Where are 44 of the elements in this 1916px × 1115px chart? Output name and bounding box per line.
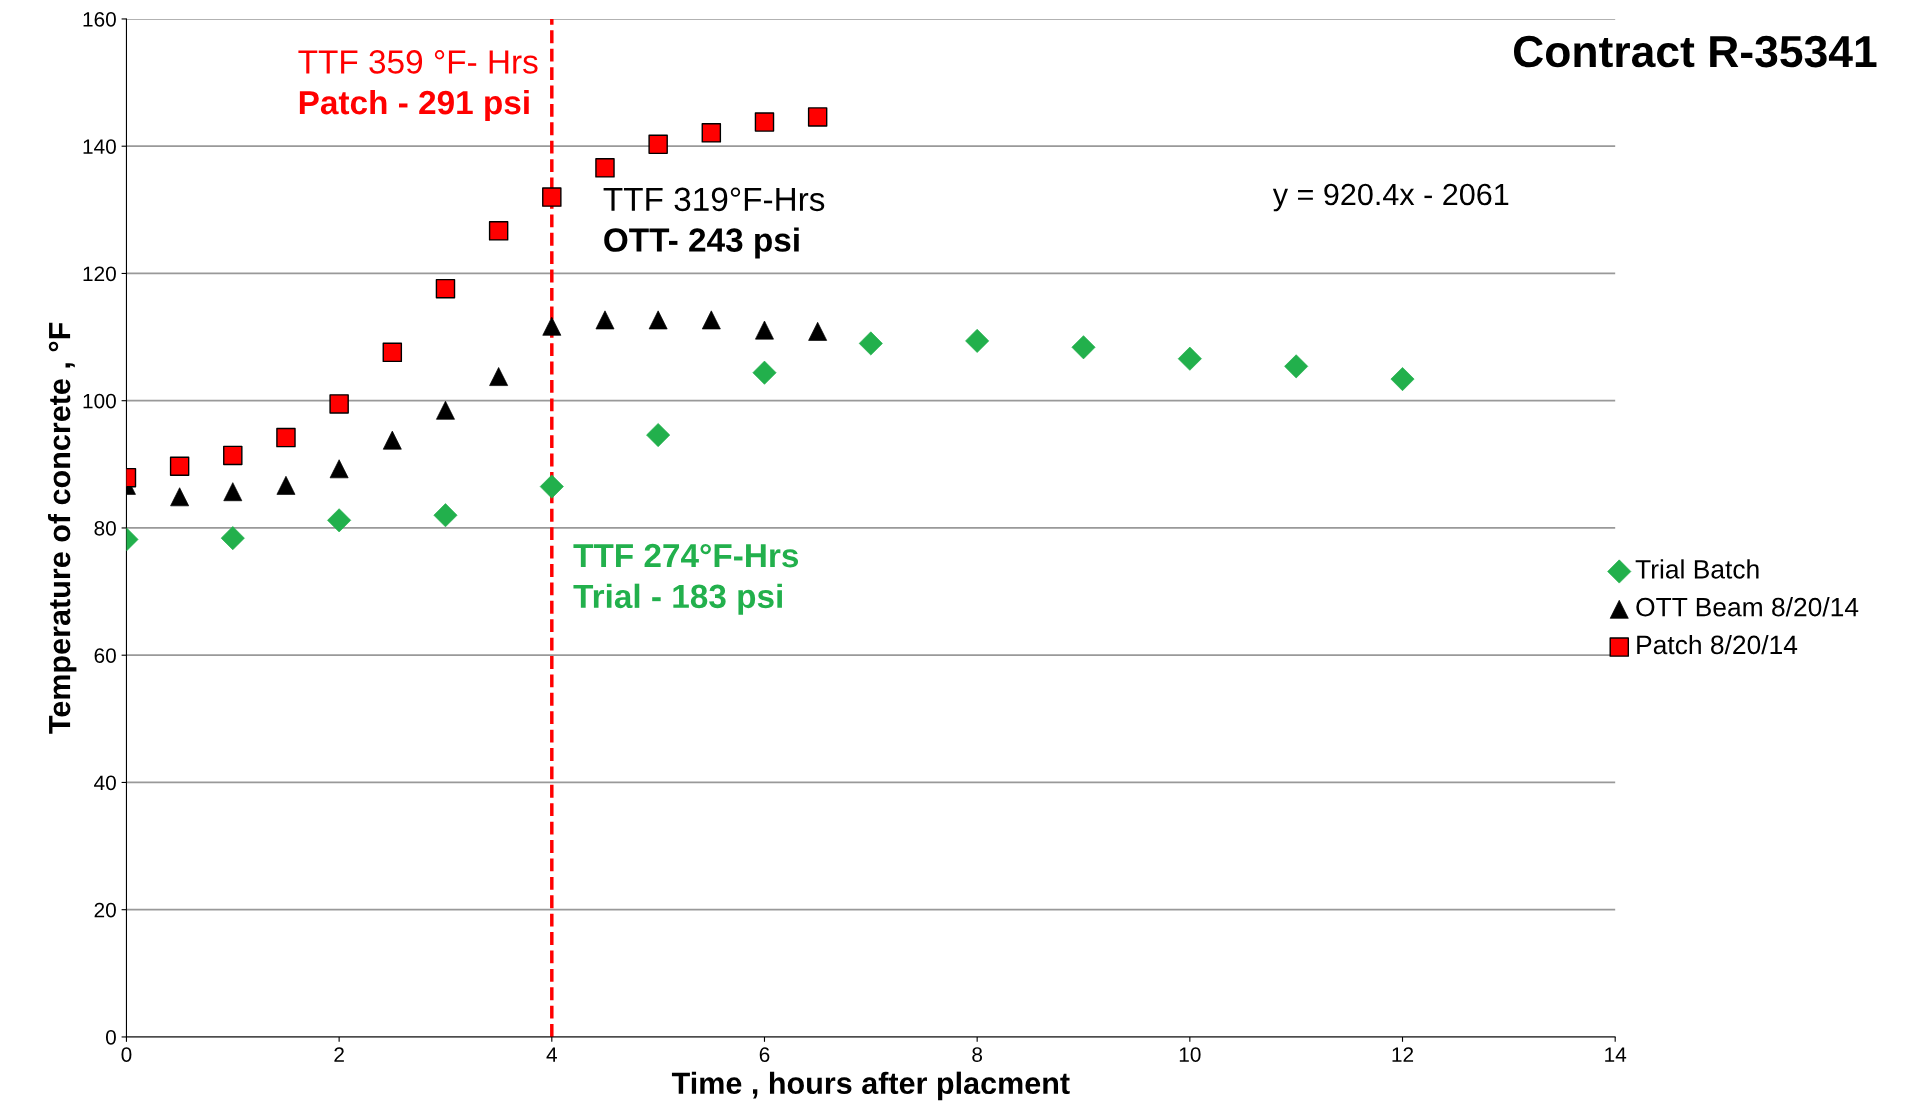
annotation: y = 920.4x - 2061 (1272, 183, 1509, 212)
y-tick-label: 20 (94, 902, 116, 918)
point (488, 221, 509, 241)
annotation: TTF 359 °F- Hrs (298, 50, 538, 74)
legend-label: OTT Beam 8/20/14 (1636, 597, 1859, 617)
y-tick-label: 60 (94, 648, 116, 663)
legend-label: Trial Batch (1635, 559, 1759, 579)
point (648, 134, 668, 155)
annotation: OTT- 243 psi (604, 227, 799, 259)
x-tick-label: 8 (972, 1047, 983, 1062)
y-tick-label: 100 (83, 393, 116, 409)
y-tick-label: 140 (83, 139, 116, 154)
annotation: Trial - 183 psi (573, 583, 782, 615)
x-tick-label: 0 (121, 1047, 132, 1062)
x-axis-title: Time , hours after placment (671, 1071, 1070, 1101)
point (329, 394, 349, 414)
x-tick-label: 4 (546, 1047, 557, 1062)
x-tick-label: 2 (334, 1047, 344, 1062)
point (701, 123, 722, 143)
x-tick-label: 10 (1179, 1047, 1201, 1062)
point (223, 445, 243, 466)
annotation: TTF 319°F-Hrs (603, 187, 825, 212)
point (435, 278, 456, 299)
x-tick-label: 12 (1392, 1047, 1414, 1062)
point (169, 456, 190, 476)
point (807, 107, 828, 127)
y-tick-label: 40 (94, 775, 116, 791)
x-tick-label: 6 (759, 1047, 770, 1062)
legend-label: Patch 8/20/14 (1637, 634, 1798, 655)
point (754, 112, 775, 132)
y-axis-title: Temperature of concrete , °F (47, 322, 77, 734)
y-tick-label: 0 (105, 1029, 116, 1045)
y-tick-label: 80 (94, 520, 116, 536)
x-tick-label: 14 (1605, 1047, 1627, 1062)
y-tick-label: 160 (83, 11, 116, 27)
point (595, 158, 615, 178)
annotation: TTF 274°F-Hrs (573, 543, 799, 568)
y-tick-label: 120 (83, 266, 116, 282)
point (1390, 367, 1415, 392)
chart-title: Contract R-35341 (1513, 35, 1877, 68)
point (542, 187, 562, 207)
point (382, 342, 403, 363)
point (276, 427, 296, 448)
annotation: Patch - 291 psi (299, 89, 529, 122)
